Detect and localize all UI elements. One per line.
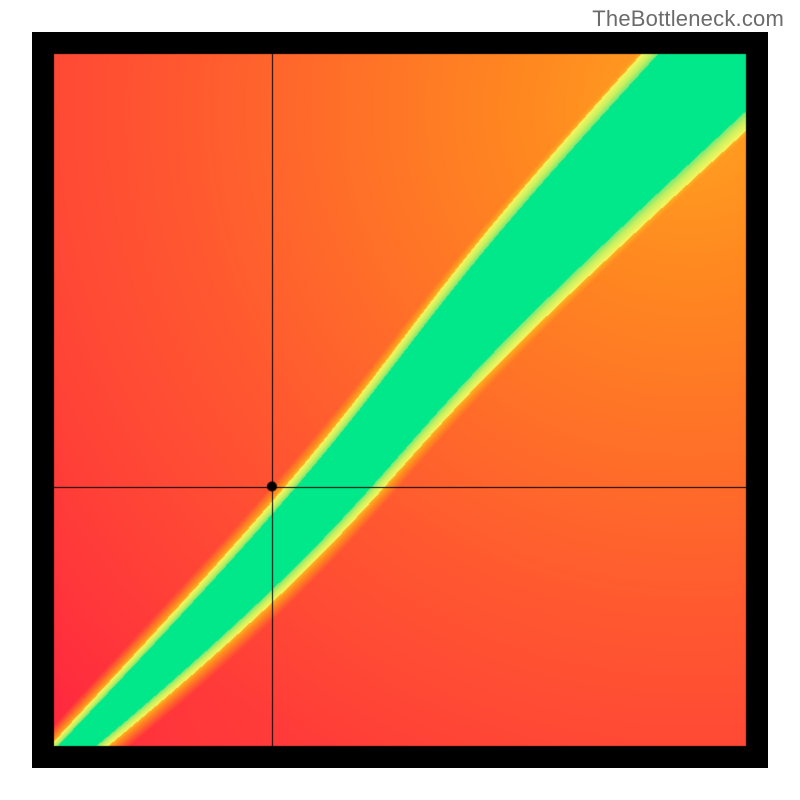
watermark-text: TheBottleneck.com <box>0 6 784 32</box>
stage: TheBottleneck.com <box>0 0 800 800</box>
heatmap-canvas <box>32 32 768 768</box>
plot-outer <box>32 32 768 768</box>
